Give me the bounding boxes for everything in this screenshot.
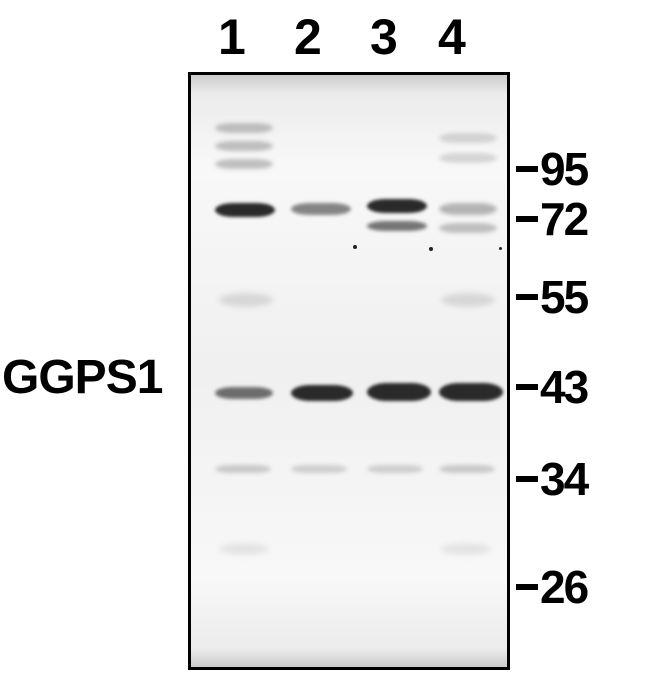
band-ggps1 — [367, 383, 431, 401]
mw-label-43: 43 — [540, 360, 587, 414]
band-smudge — [441, 543, 491, 555]
band-upper — [367, 199, 427, 213]
mw-label-55: 55 — [540, 270, 587, 324]
band-ggps1 — [291, 385, 353, 401]
band-smudge — [441, 293, 495, 307]
mw-label-34: 34 — [540, 452, 587, 506]
mw-tick — [516, 584, 538, 590]
protein-label: GGPS1 — [2, 350, 162, 405]
mw-label-26: 26 — [540, 560, 587, 614]
blot-membrane — [191, 75, 507, 667]
mw-tick — [516, 166, 538, 172]
mw-tick — [516, 216, 538, 222]
lane-label-1: 1 — [218, 8, 246, 66]
blot-edge-shadow — [191, 649, 507, 667]
lane-label-3: 3 — [370, 8, 398, 66]
mw-label-72: 72 — [540, 192, 587, 246]
band-upper — [215, 203, 275, 217]
lane-label-2: 2 — [294, 8, 322, 66]
mw-tick — [516, 294, 538, 300]
blot-edge-shadow — [191, 75, 507, 93]
band-smear — [439, 153, 497, 163]
band-upper — [367, 221, 427, 231]
band-upper — [439, 223, 497, 233]
mw-tick — [516, 384, 538, 390]
western-blot — [188, 72, 510, 670]
artifact-speck — [499, 247, 502, 250]
band-ggps1 — [215, 387, 273, 399]
band-faint-34 — [439, 465, 495, 473]
mw-label-95: 95 — [540, 142, 587, 196]
artifact-speck — [429, 247, 433, 251]
band-upper — [291, 203, 351, 215]
band-upper — [439, 203, 497, 215]
mw-tick — [516, 476, 538, 482]
band-smear — [215, 123, 273, 133]
band-faint-34 — [215, 465, 271, 473]
band-smudge — [219, 543, 269, 555]
band-smear — [439, 133, 497, 143]
band-faint-34 — [367, 465, 423, 473]
band-ggps1 — [439, 383, 503, 401]
band-smear — [215, 141, 273, 151]
artifact-speck — [353, 245, 357, 249]
band-smudge — [219, 293, 273, 307]
band-smear — [215, 159, 273, 169]
band-faint-34 — [291, 465, 347, 473]
lane-label-4: 4 — [438, 8, 466, 66]
